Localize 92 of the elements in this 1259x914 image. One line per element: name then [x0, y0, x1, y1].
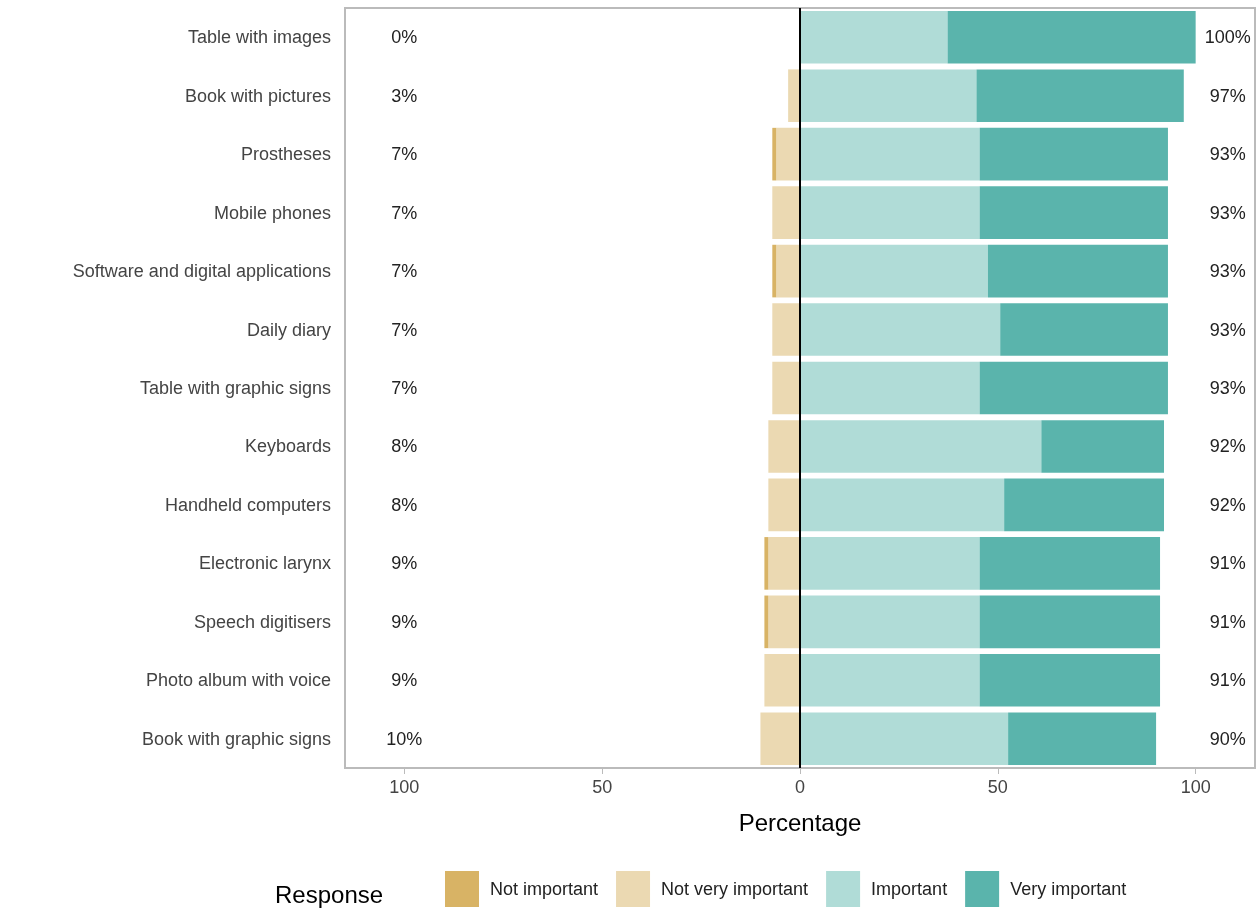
annotation: 93%: [1209, 319, 1246, 340]
annotation: 8%: [391, 436, 418, 457]
annotation: 9%: [391, 553, 418, 574]
y-tick-label: Book with graphic signs: [141, 728, 331, 749]
y-tick-label: Mobile phones: [213, 202, 331, 223]
legend-label: Not important: [490, 879, 599, 899]
bar: [776, 244, 800, 298]
bar: [979, 186, 1168, 239]
bar: [979, 595, 1161, 649]
bar: [800, 478, 1005, 532]
annotation: 93%: [1209, 261, 1246, 282]
x-tick-label: 100: [1180, 777, 1211, 797]
bar: [764, 595, 769, 649]
bar: [800, 537, 980, 590]
legend-label: Important: [871, 879, 948, 899]
bar: [772, 244, 777, 298]
bar: [800, 127, 980, 181]
y-tick-label: Daily diary: [246, 319, 331, 340]
bar: [800, 654, 980, 707]
bar: [979, 654, 1161, 707]
bar: [1008, 712, 1157, 766]
bar: [979, 537, 1161, 590]
annotation: 100%: [1204, 27, 1251, 48]
bar: [800, 361, 980, 415]
bar: [800, 10, 948, 64]
bar: [768, 478, 800, 532]
x-tick-label: 100: [389, 777, 420, 797]
annotation: 97%: [1209, 85, 1246, 106]
bar: [979, 361, 1168, 415]
x-axis-title: Percentage: [738, 808, 862, 836]
y-tick-label: Photo album with voice: [145, 670, 331, 691]
bar: [772, 361, 800, 415]
y-tick-label: Electronic larynx: [198, 553, 331, 574]
annotation: 91%: [1209, 670, 1246, 691]
bar: [1000, 303, 1168, 356]
bar: [764, 654, 800, 707]
annotation: 92%: [1209, 494, 1246, 515]
annotation: 7%: [391, 378, 418, 398]
legend-title: Response: [275, 880, 384, 908]
annotation: 8%: [391, 494, 418, 515]
bar: [800, 244, 988, 298]
bar: [800, 186, 980, 239]
bar: [768, 537, 800, 590]
annotation: 93%: [1209, 202, 1246, 223]
annotation: 90%: [1209, 728, 1246, 749]
annotation: 3%: [391, 85, 418, 106]
y-tick-label: Prostheses: [240, 144, 331, 165]
annotation: 7%: [391, 319, 418, 340]
y-tick-label: Table with graphic signs: [139, 378, 331, 398]
x-tick-label: 0: [794, 777, 806, 797]
bar: [1041, 420, 1164, 473]
bar: [788, 69, 800, 122]
annotation: 7%: [391, 202, 418, 223]
annotation: 9%: [391, 670, 418, 691]
annotation: 91%: [1209, 553, 1246, 574]
bar: [800, 69, 977, 122]
annotation: 93%: [1209, 144, 1246, 165]
y-tick-label: Keyboards: [244, 436, 331, 457]
y-tick-label: Software and digital applications: [72, 261, 331, 282]
bar: [947, 10, 1196, 64]
y-tick-label: Handheld computers: [164, 494, 331, 515]
legend-label: Very important: [1010, 879, 1127, 899]
legend-label: Not very important: [661, 879, 809, 899]
bar: [772, 127, 777, 181]
annotation: 7%: [391, 261, 418, 282]
y-tick-label: Speech digitisers: [193, 611, 331, 632]
annotation: 0%: [391, 27, 418, 48]
y-tick-label: Table with images: [187, 27, 331, 48]
bar: [772, 303, 800, 356]
annotation: 9%: [391, 611, 418, 632]
bar: [764, 537, 769, 590]
x-tick-label: 50: [592, 777, 613, 797]
x-tick-label: 50: [987, 777, 1008, 797]
bar: [979, 127, 1168, 181]
bar: [800, 303, 1001, 356]
bar: [800, 595, 980, 649]
bar: [768, 420, 800, 473]
bar: [800, 420, 1042, 473]
annotation: 10%: [386, 728, 423, 749]
y-tick-label: Book with pictures: [184, 85, 331, 106]
bar: [987, 244, 1168, 298]
annotation: 7%: [391, 144, 418, 165]
annotation: 92%: [1209, 436, 1246, 457]
bar: [976, 69, 1184, 122]
bar: [776, 127, 800, 181]
bar: [800, 712, 1009, 766]
bar: [760, 712, 800, 766]
bar: [768, 595, 800, 649]
bar: [772, 186, 800, 239]
annotation: 93%: [1209, 378, 1246, 398]
bar: [1004, 478, 1164, 532]
annotation: 91%: [1209, 611, 1246, 632]
